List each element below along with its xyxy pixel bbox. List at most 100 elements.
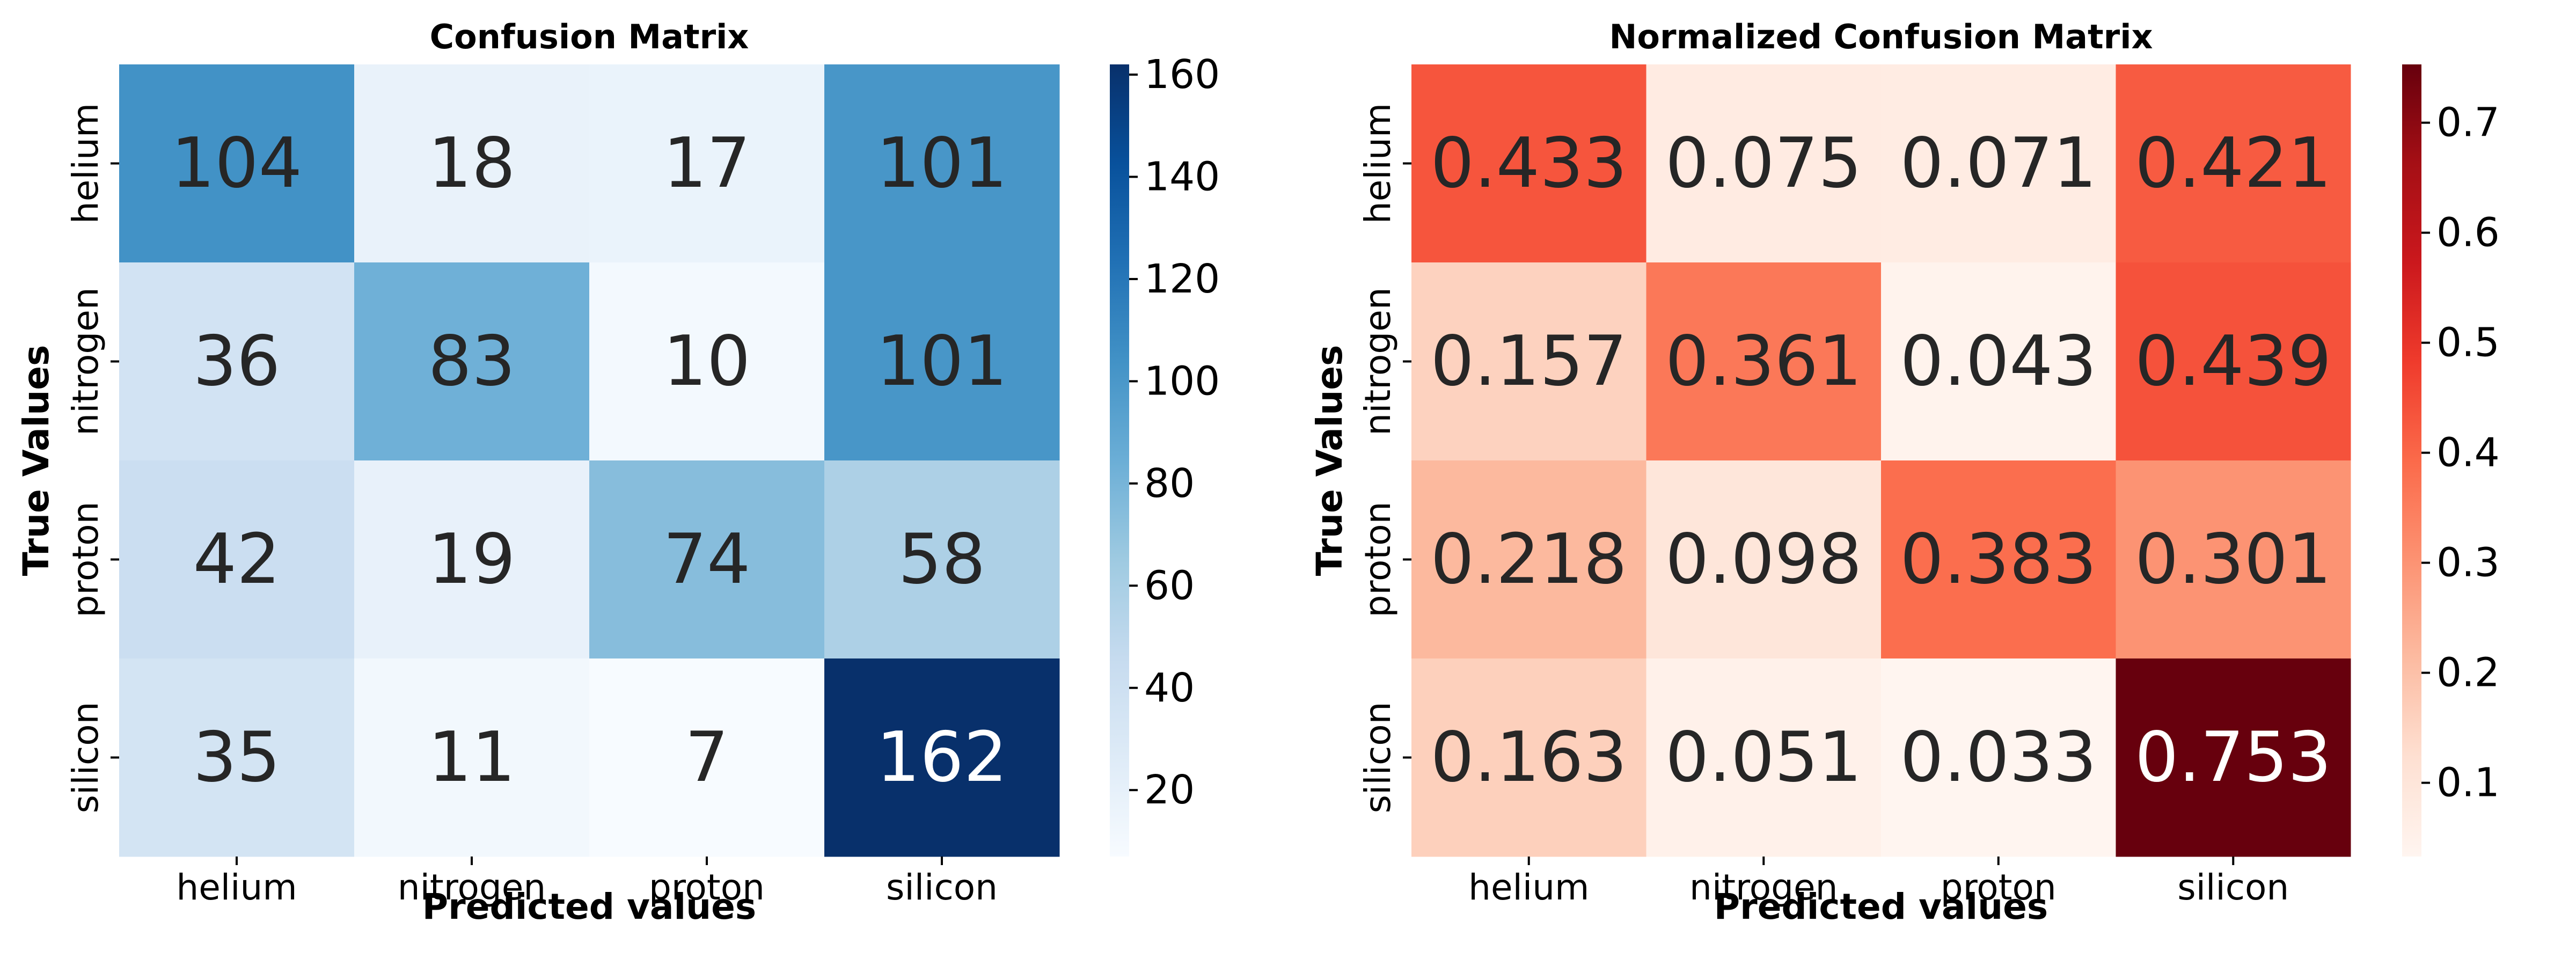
x-tick-label: nitrogen (1689, 867, 1838, 908)
x-axis-label: Predicted values (422, 886, 756, 927)
chart-title: Normalized Confusion Matrix (1609, 17, 2153, 56)
cell-value-label: 0.439 (2135, 321, 2331, 401)
colorbar-tick-label: 120 (1144, 256, 1220, 302)
cell-value-label: 0.433 (1431, 123, 1627, 203)
cell-value-label: 18 (428, 123, 516, 203)
cell-value-label: 0.218 (1431, 519, 1627, 599)
heatmap-panel-1: Confusion Matrix 104 18 17 101 36 83 10 101 42 19 7… (16, 17, 1220, 927)
colorbar-tick-label: 0.4 (2436, 430, 2500, 476)
x-tick-label: nitrogen (398, 867, 546, 908)
heatmap-cell (119, 460, 355, 659)
heatmap-cell (1881, 262, 2116, 461)
heatmap-cell (1411, 262, 1646, 461)
cell-value-label: 17 (663, 123, 751, 203)
heatmap-cell (589, 460, 825, 659)
cell-value-label: 74 (663, 519, 751, 599)
heatmap-cell (1411, 64, 1646, 263)
cell-value-label: 0.051 (1665, 718, 1862, 797)
heatmap-cell (2116, 64, 2351, 263)
heatmap-cell (354, 658, 590, 857)
colorbar-tick-label: 0.1 (2436, 760, 2500, 806)
cell-value-label: 10 (663, 321, 751, 401)
cell-value-label: 36 (193, 321, 281, 401)
heatmap-cell (1881, 460, 2116, 659)
colorbar (2402, 64, 2421, 857)
x-tick-label: helium (176, 867, 297, 908)
cell-value-label: 0.033 (1900, 718, 2097, 797)
cell-value-label: 42 (193, 519, 281, 599)
colorbar-tick-label: 60 (1144, 562, 1195, 609)
colorbar-tick-label: 0.3 (2436, 540, 2500, 586)
y-axis-label: True Values (16, 345, 57, 576)
colorbar-tick-label: 0.2 (2436, 650, 2500, 696)
heatmap-cell (2116, 262, 2351, 461)
heatmap-panel-2: Normalized Confusion Matrix 0.433 0.075 0.0… (1309, 17, 2500, 927)
cell-value-label: 104 (171, 123, 302, 203)
heatmap-cell (354, 262, 590, 461)
cell-value-label: 0.301 (2135, 519, 2331, 599)
heatmap-cell (1411, 658, 1646, 857)
heatmap-cell (1646, 460, 1882, 659)
colorbar-tick-label: 0.5 (2436, 320, 2500, 366)
y-tick-label: helium (65, 103, 106, 224)
cell-value-label: 35 (193, 718, 281, 797)
cell-value-label: 0.163 (1431, 718, 1627, 797)
heatmap-cell (824, 262, 1060, 461)
colorbar-tick-label: 100 (1144, 358, 1220, 404)
colorbar-tick-label: 140 (1144, 153, 1220, 200)
colorbar-tick-label: 20 (1144, 767, 1195, 813)
heatmap-cell (824, 460, 1060, 659)
cell-value-label: 58 (898, 519, 986, 599)
cell-value-label: 0.075 (1665, 123, 1862, 203)
cell-value-label: 0.071 (1900, 123, 2097, 203)
cell-value-label: 0.421 (2135, 123, 2331, 203)
heatmap-cell (824, 64, 1060, 263)
y-tick-label: silicon (1357, 702, 1399, 814)
colorbar-tick-label: 160 (1144, 52, 1220, 98)
heatmap-cell (1646, 262, 1882, 461)
heatmap-cell (354, 460, 590, 659)
cell-value-label: 0.753 (2135, 718, 2331, 797)
colorbar-tick-label: 80 (1144, 460, 1195, 507)
heatmap-cell (119, 64, 355, 263)
cell-value-label: 162 (876, 718, 1007, 797)
x-tick-label: silicon (2177, 867, 2289, 908)
heatmap-cell (1881, 658, 2116, 857)
colorbar-tick-label: 0.6 (2436, 210, 2500, 256)
y-tick-label: silicon (65, 702, 106, 814)
colorbar (1110, 64, 1129, 857)
y-tick-label: nitrogen (1357, 287, 1399, 435)
cell-value-label: 0.098 (1665, 519, 1862, 599)
heatmap-cell (589, 262, 825, 461)
y-tick-label: helium (1357, 103, 1399, 224)
cell-value-label: 83 (428, 321, 516, 401)
x-tick-label: proton (649, 867, 765, 908)
y-tick-label: nitrogen (65, 287, 106, 435)
heatmap-cell (589, 658, 825, 857)
cell-value-label: 0.043 (1900, 321, 2097, 401)
heatmap-cell (589, 64, 825, 263)
heatmap-cell (1646, 64, 1882, 263)
chart-title: Confusion Matrix (430, 17, 749, 56)
cell-value-label: 101 (876, 321, 1007, 401)
heatmap-cell (1646, 658, 1882, 857)
cell-value-label: 11 (428, 718, 516, 797)
heatmap-cell (824, 658, 1060, 857)
heatmap-cell (2116, 460, 2351, 659)
heatmap-cell (2116, 658, 2351, 857)
y-tick-label: proton (1357, 501, 1399, 617)
x-tick-label: helium (1468, 867, 1589, 908)
cell-value-label: 0.383 (1900, 519, 2097, 599)
x-axis-label: Predicted values (1714, 886, 2048, 927)
x-tick-label: proton (1941, 867, 2057, 908)
heatmap-cell (1411, 460, 1646, 659)
cell-value-label: 0.361 (1665, 321, 1862, 401)
heatmap-cell (119, 262, 355, 461)
colorbar-tick-label: 0.7 (2436, 100, 2500, 146)
y-axis-label: True Values (1309, 345, 1350, 576)
heatmap-cell (1881, 64, 2116, 263)
heatmap-cell (119, 658, 355, 857)
colorbar-tick-label: 40 (1144, 665, 1195, 711)
cell-value-label: 0.157 (1431, 321, 1627, 401)
